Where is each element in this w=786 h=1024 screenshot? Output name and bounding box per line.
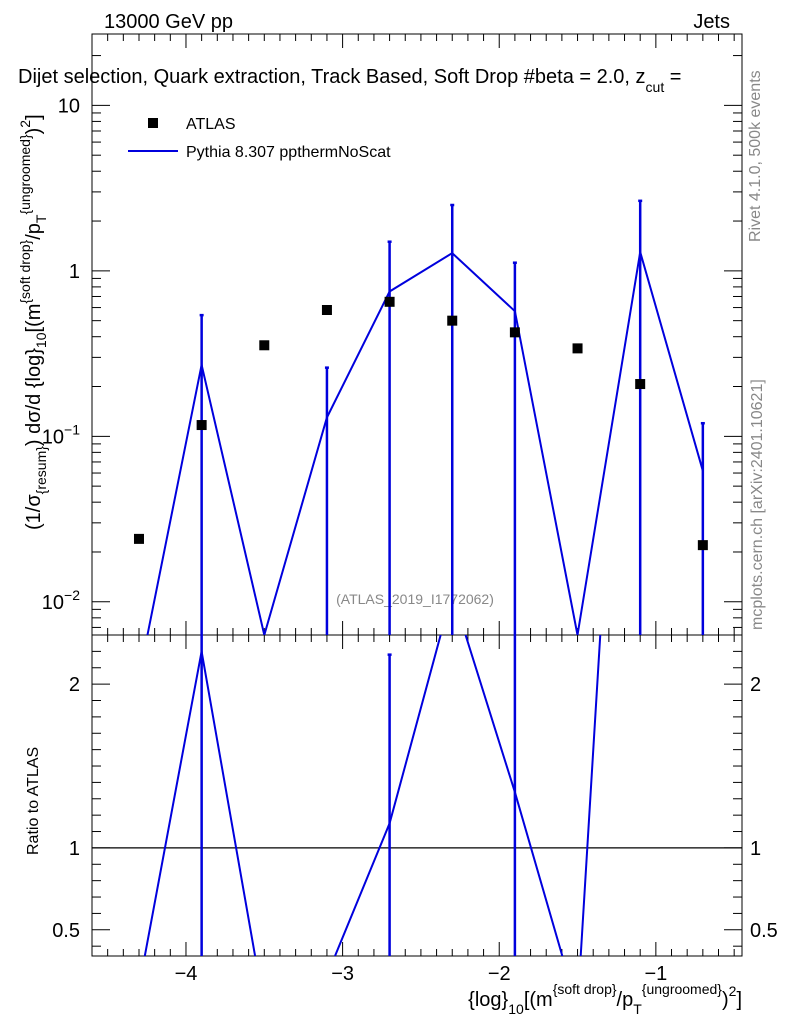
atlas-data-markers xyxy=(133,296,708,551)
atlas-data-point xyxy=(321,304,332,315)
x-tick-label: −4 xyxy=(175,963,198,985)
x-tick-labels: −4 −3 −2 −1 xyxy=(175,963,668,985)
ratio-y-tick-label: 1 xyxy=(69,838,80,860)
ratio-y-tick-label: 2 xyxy=(69,674,80,696)
main-y-tick-labels: 10 1 10−1 10−2 xyxy=(42,95,80,613)
main-y-tick-label: 1 xyxy=(69,261,80,283)
ratio-y-tick-labels: 0.5 0.5 1 1 2 2 xyxy=(52,674,778,942)
ratio-y-tick-label-right: 1 xyxy=(750,838,761,860)
ratio-error-bars xyxy=(200,635,517,956)
ratio-y-axis-label: Ratio to ATLAS xyxy=(25,747,42,855)
main-y-tick-label: 10−2 xyxy=(42,587,80,614)
header-right: Jets xyxy=(693,11,730,33)
mc-error-bars xyxy=(199,199,705,635)
atlas-data-point xyxy=(196,420,207,431)
main-y-tick-label: 10 xyxy=(58,95,80,117)
x-tick-label: −1 xyxy=(644,963,667,985)
rivet-label: Rivet 4.1.0, 500k events xyxy=(747,70,764,242)
mcplots-label: mcplots.cern.ch [arXiv:2401.10621] xyxy=(749,379,766,630)
atlas-data-point xyxy=(697,540,708,551)
atlas-data-point xyxy=(635,379,646,390)
plot-title: Dijet selection, Quark extraction, Track… xyxy=(18,66,681,95)
mc-series-line xyxy=(146,251,704,635)
legend-mc-label: Pythia 8.307 ppthermNoScat xyxy=(186,144,391,161)
ratio-y-tick-label-right: 0.5 xyxy=(750,920,778,942)
main-y-tick-label: 10−1 xyxy=(42,421,80,448)
main-y-axis-label: (1/σ{resum}) dσ/d {log}10[(m{soft drop}/… xyxy=(17,114,49,530)
header-left: 13000 GeV pp xyxy=(104,11,233,33)
x-tick-label: −3 xyxy=(331,963,354,985)
ratio-plot-area xyxy=(92,635,742,956)
atlas-data-point xyxy=(133,533,144,544)
ratio-axis-ticks xyxy=(92,635,742,956)
ratio-series-line xyxy=(143,635,602,956)
legend-data-marker xyxy=(148,118,158,128)
x-tick-label: −2 xyxy=(488,963,511,985)
atlas-data-point xyxy=(384,296,395,307)
ratio-y-tick-label: 0.5 xyxy=(52,920,80,942)
atlas-data-point xyxy=(509,327,520,338)
ratio-y-tick-label-right: 2 xyxy=(750,674,761,696)
analysis-watermark: (ATLAS_2019_I1772062) xyxy=(336,591,494,607)
ratio-plot-frame xyxy=(91,634,743,957)
main-plot-area xyxy=(133,199,708,635)
legend-data-label: ATLAS xyxy=(186,116,236,133)
legend: ATLAS Pythia 8.307 ppthermNoScat xyxy=(128,116,391,161)
atlas-data-point xyxy=(259,340,270,351)
atlas-data-point xyxy=(447,315,458,326)
x-axis-label: {log}10[(m{soft drop}/pT{ungroomed})2] xyxy=(468,981,742,1017)
atlas-data-point xyxy=(572,343,583,354)
